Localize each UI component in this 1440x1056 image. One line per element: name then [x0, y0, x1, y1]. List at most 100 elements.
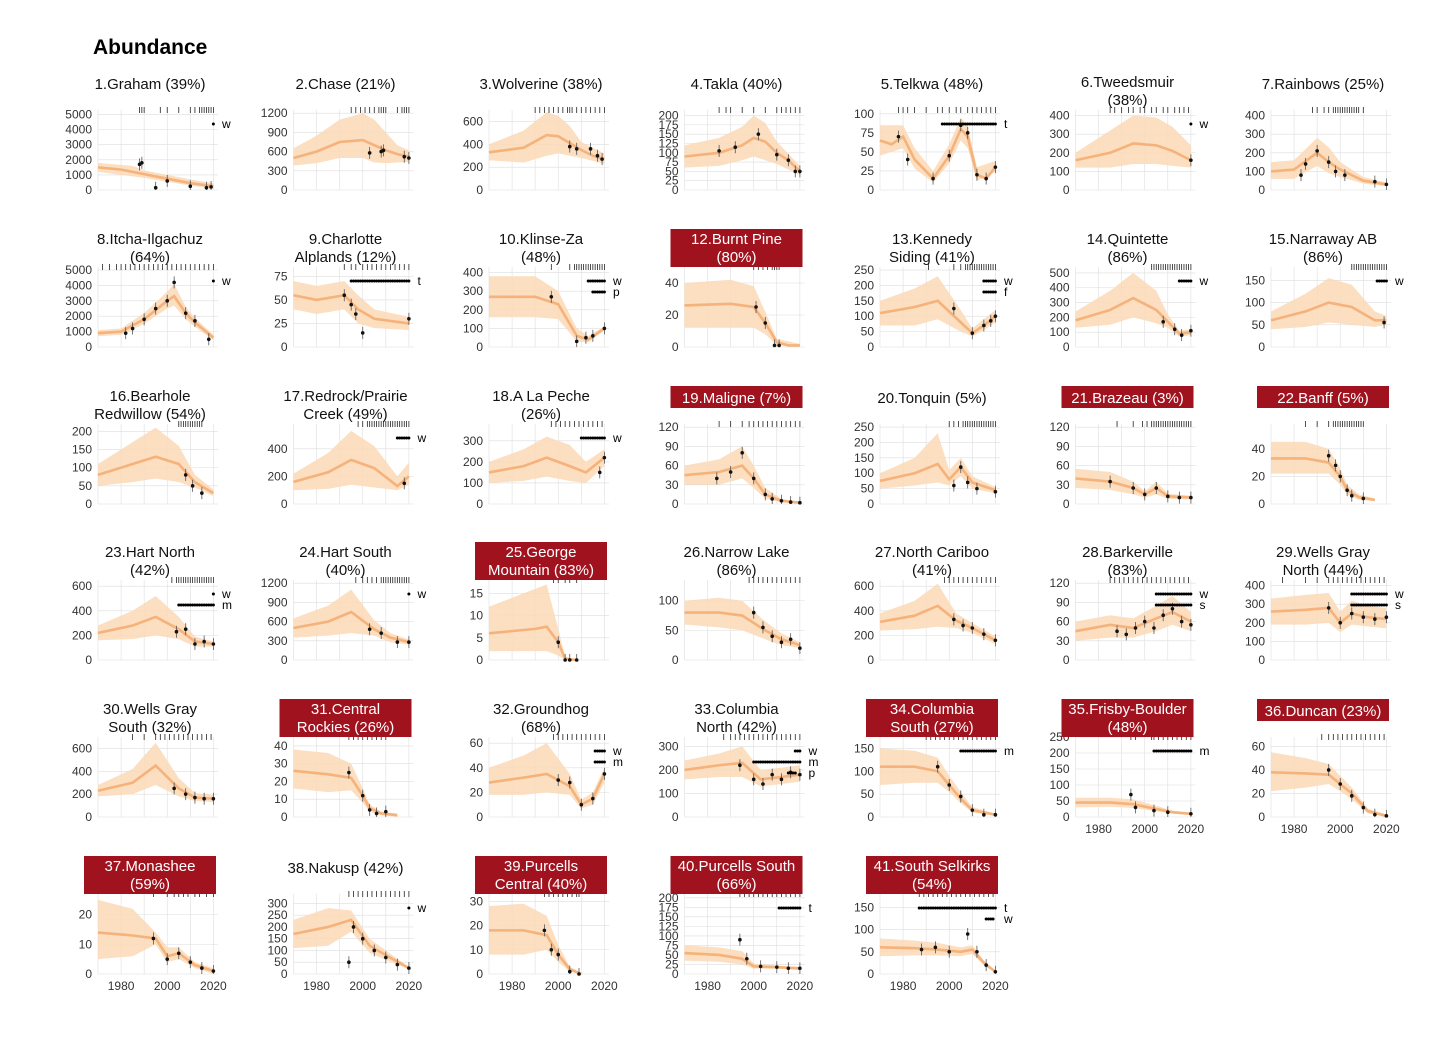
method-dot — [991, 906, 995, 910]
panel-title: 10.Klinse-Za — [499, 231, 584, 248]
y-tick-label: 20 — [1252, 786, 1266, 800]
panel-title-highlight — [475, 856, 607, 894]
method-dot — [977, 906, 981, 910]
y-tick-label: 50 — [1056, 794, 1070, 808]
method-dot — [763, 760, 767, 764]
panel-title: (86%) — [716, 562, 756, 579]
method-dot — [789, 906, 793, 910]
method-dot — [1357, 592, 1361, 596]
x-tick-label: 2020 — [787, 979, 814, 993]
method-dot — [1359, 603, 1363, 607]
method-dot — [966, 749, 970, 753]
estimate-line — [684, 761, 801, 781]
observation-point — [1152, 808, 1156, 813]
y-tick-label: 50 — [861, 325, 875, 339]
method-label: w — [1003, 912, 1013, 926]
observation-point — [947, 783, 952, 787]
y-tick-label: 400 — [463, 137, 483, 151]
observation-point — [1189, 812, 1193, 816]
method-dot — [945, 122, 949, 126]
method-dot — [398, 279, 402, 283]
observation-point — [798, 169, 802, 174]
observation-point — [961, 623, 965, 628]
method-dot — [950, 122, 954, 126]
method-dot — [1359, 592, 1363, 596]
method-dot — [1184, 592, 1188, 596]
method-dot — [966, 122, 970, 126]
method-label: f — [1004, 285, 1008, 299]
method-dot — [1164, 592, 1167, 596]
observation-point — [172, 786, 176, 791]
method-dot — [1170, 603, 1174, 607]
method-label: m — [1200, 744, 1210, 758]
y-tick-label: 0 — [1063, 653, 1070, 667]
panel-title: 41.South Selkirks — [874, 858, 991, 875]
estimate-line — [488, 625, 577, 662]
observation-point — [982, 812, 986, 817]
method-dot — [361, 279, 365, 283]
method-dot — [989, 749, 993, 753]
confidence-band — [684, 746, 800, 787]
method-dot — [1182, 592, 1186, 596]
observation-point — [786, 966, 791, 971]
y-tick-label: 50 — [274, 955, 288, 969]
method-dot — [1350, 603, 1354, 607]
method-dot — [1184, 749, 1188, 753]
method-dot — [986, 122, 990, 126]
method-dot — [975, 749, 979, 753]
y-tick-label: 0 — [867, 340, 874, 354]
method-dot — [761, 760, 765, 764]
panel-35: 0 20 40 60 1980 2000 2020 36.Duncan (23%) — [1252, 699, 1400, 836]
panel-title: (41%) — [912, 562, 952, 579]
confidence-band — [489, 436, 605, 483]
method-dot — [405, 279, 409, 283]
method-dot — [211, 122, 215, 126]
y-tick-label: 120 — [1049, 420, 1069, 434]
observation-point — [130, 326, 135, 331]
method-dot — [1184, 603, 1188, 607]
panel-25: 0 50 100 26.Narrow Lake(86%) — [658, 544, 805, 667]
method-dot — [1366, 603, 1370, 607]
method-dot — [1159, 592, 1163, 596]
observation-point — [372, 948, 377, 953]
panel-36: 0 10 20 1980 2000 2020 37.Monashee(59%) — [79, 856, 227, 993]
method-label: w — [612, 431, 622, 445]
panel-title: 35.Frisby-Boulder — [1068, 701, 1186, 718]
method-dot — [993, 122, 997, 126]
y-tick-label: 150 — [1245, 273, 1265, 287]
panel-26: 0 200 400 600 27.North Cariboo(41%) — [854, 544, 1000, 667]
method-dot — [179, 603, 183, 607]
observation-point — [402, 154, 407, 159]
y-tick-label: 4000 — [65, 123, 92, 137]
observation-point — [342, 293, 347, 298]
method-dot — [770, 760, 774, 764]
y-tick-label: 300 — [1049, 127, 1069, 141]
y-tick-label: 300 — [1245, 127, 1265, 141]
method-dot — [1184, 279, 1188, 283]
confidence-band — [98, 742, 214, 803]
y-tick-label: 150 — [658, 127, 678, 141]
y-tick-label: 100 — [1049, 778, 1069, 792]
observation-point — [1131, 486, 1135, 490]
panel-title: (86%) — [1107, 249, 1147, 266]
panel-title: South (32%) — [108, 719, 191, 736]
y-tick-label: 400 — [1245, 579, 1265, 593]
observation-point — [947, 949, 952, 954]
y-tick-label: 200 — [854, 435, 874, 449]
observation-point — [1361, 805, 1366, 810]
method-dot — [1377, 592, 1381, 596]
method-dot — [202, 603, 206, 607]
observation-point — [1189, 495, 1193, 500]
y-tick-label: 100 — [463, 476, 483, 490]
observation-point — [733, 145, 738, 150]
method-dot — [1187, 592, 1191, 596]
y-tick-label: 15 — [470, 586, 484, 600]
observation-point — [211, 969, 216, 973]
method-dot — [961, 906, 965, 910]
y-tick-label: 150 — [854, 451, 874, 465]
method-dot — [943, 906, 947, 910]
observation-point — [1361, 615, 1366, 620]
observation-point — [407, 316, 411, 321]
